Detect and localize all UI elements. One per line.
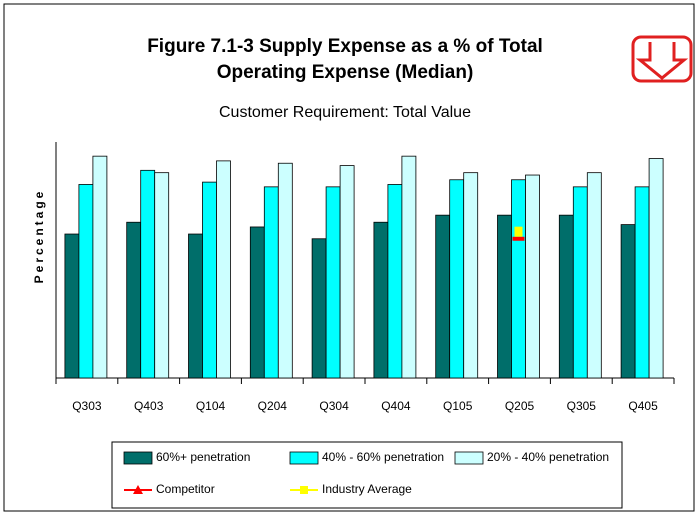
bar — [558, 214, 574, 379]
competitor-marker — [512, 236, 525, 241]
bar — [325, 186, 341, 379]
bar — [373, 221, 389, 379]
bar — [339, 165, 355, 379]
bar — [449, 179, 465, 379]
legend-label: 20% - 40% penetration — [487, 450, 609, 464]
legend-marker — [133, 485, 143, 494]
legend-swatch — [289, 451, 319, 465]
legend-swatch — [123, 451, 153, 465]
x-tick-label: Q304 — [319, 399, 349, 413]
x-tick-label: Q205 — [505, 399, 535, 413]
industry-marker — [514, 226, 523, 237]
bar — [620, 224, 636, 379]
bar — [463, 172, 479, 379]
bar — [311, 238, 327, 379]
x-tick-label: Q204 — [258, 399, 288, 413]
nav-icon[interactable] — [631, 35, 693, 83]
x-tick-label: Q303 — [72, 399, 102, 413]
bar — [249, 226, 265, 379]
x-tick-label: Q404 — [381, 399, 411, 413]
bar — [140, 169, 156, 379]
x-tick-label: Q104 — [196, 399, 226, 413]
bar — [648, 158, 664, 379]
chart-subtitle: Customer Requirement: Total Value — [219, 104, 471, 121]
legend-label: 40% - 60% penetration — [322, 450, 444, 464]
chart-title: Figure 7.1-3 Supply Expense as a % of To… — [147, 36, 543, 57]
bar — [188, 233, 203, 379]
legend-marker — [300, 486, 308, 494]
bar — [126, 221, 142, 379]
bar — [572, 186, 588, 379]
bar — [586, 172, 602, 379]
legend-label: Industry Average — [322, 482, 412, 496]
legend-label: 60%+ penetration — [156, 450, 250, 464]
bar — [401, 155, 417, 379]
legend-swatch — [454, 451, 484, 465]
bar — [78, 184, 94, 379]
bar — [497, 214, 512, 379]
bar — [634, 186, 650, 379]
x-tick-label: Q403 — [134, 399, 164, 413]
x-tick-label: Q405 — [628, 399, 658, 413]
bar — [202, 181, 217, 379]
bar — [387, 184, 403, 379]
chart-title-line2: Operating Expense (Median) — [217, 62, 474, 83]
bar — [435, 214, 451, 379]
bar — [216, 160, 231, 379]
bar — [525, 174, 540, 379]
y-axis-label: Percentage — [32, 189, 46, 284]
legend-label: Competitor — [156, 482, 215, 496]
x-tick-label: Q305 — [567, 399, 597, 413]
legend-box — [111, 441, 623, 509]
x-tick-label: Q105 — [443, 399, 473, 413]
bar — [154, 172, 170, 379]
bar — [92, 155, 108, 379]
bar — [511, 179, 526, 379]
bar — [64, 233, 80, 379]
bar — [263, 186, 279, 379]
bar — [277, 162, 293, 379]
